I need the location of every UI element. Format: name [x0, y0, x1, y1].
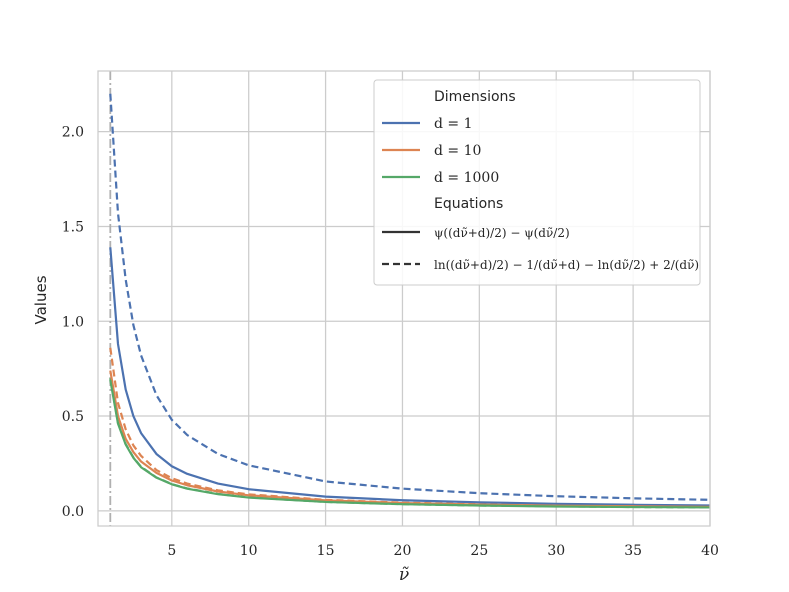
x-tick-labels: 5 10 15 20 25 30 35 40 [167, 543, 719, 559]
legend-label-d1: d = 1 [434, 116, 473, 132]
series-line-d1000-solid [109, 379, 711, 509]
y-tick-labels: 0.0 0.5 1.0 1.5 2.0 [62, 125, 84, 520]
x-tick-label: 30 [547, 543, 565, 559]
x-tick-label: 20 [394, 543, 412, 559]
legend-equations-title: Equations [434, 196, 503, 212]
x-tick-label: 35 [624, 543, 642, 559]
x-tick-label: 40 [701, 543, 719, 559]
y-tick-label: 2.0 [62, 125, 84, 141]
x-tick-label: 25 [470, 543, 488, 559]
series-line-d10-dashed [109, 347, 711, 508]
legend-label-solid-equation: ψ((dν̃+d)/2) − ψ(dν̃/2) [434, 226, 570, 240]
x-tick-label: 10 [240, 543, 258, 559]
legend-dimensions-title: Dimensions [434, 89, 516, 105]
y-tick-label: 1.0 [62, 314, 84, 330]
series-lines [109, 93, 711, 509]
x-axis-label: ν̃ [399, 565, 409, 585]
legend-label-dashed-equation: ln((dν̃+d)/2) − 1/(dν̃+d) − ln(dν̃/2) + … [434, 258, 699, 272]
y-tick-label: 0.5 [62, 409, 84, 425]
series-line-d1-dashed [109, 93, 711, 501]
plot-frame [97, 70, 711, 527]
legend-box [373, 79, 701, 286]
x-tick-label: 15 [317, 543, 335, 559]
y-axis-label: Values [32, 275, 50, 324]
legend-label-d10: d = 10 [434, 143, 481, 159]
legend-label-d1000: d = 1000 [434, 170, 499, 186]
legend: Dimensions d = 1 d = 10 d = 1000 Equatio… [373, 79, 701, 286]
y-tick-label: 0.0 [62, 504, 84, 520]
y-tick-label: 1.5 [62, 219, 84, 235]
x-tick-label: 5 [167, 543, 176, 559]
series-line-d1-solid [109, 247, 711, 507]
